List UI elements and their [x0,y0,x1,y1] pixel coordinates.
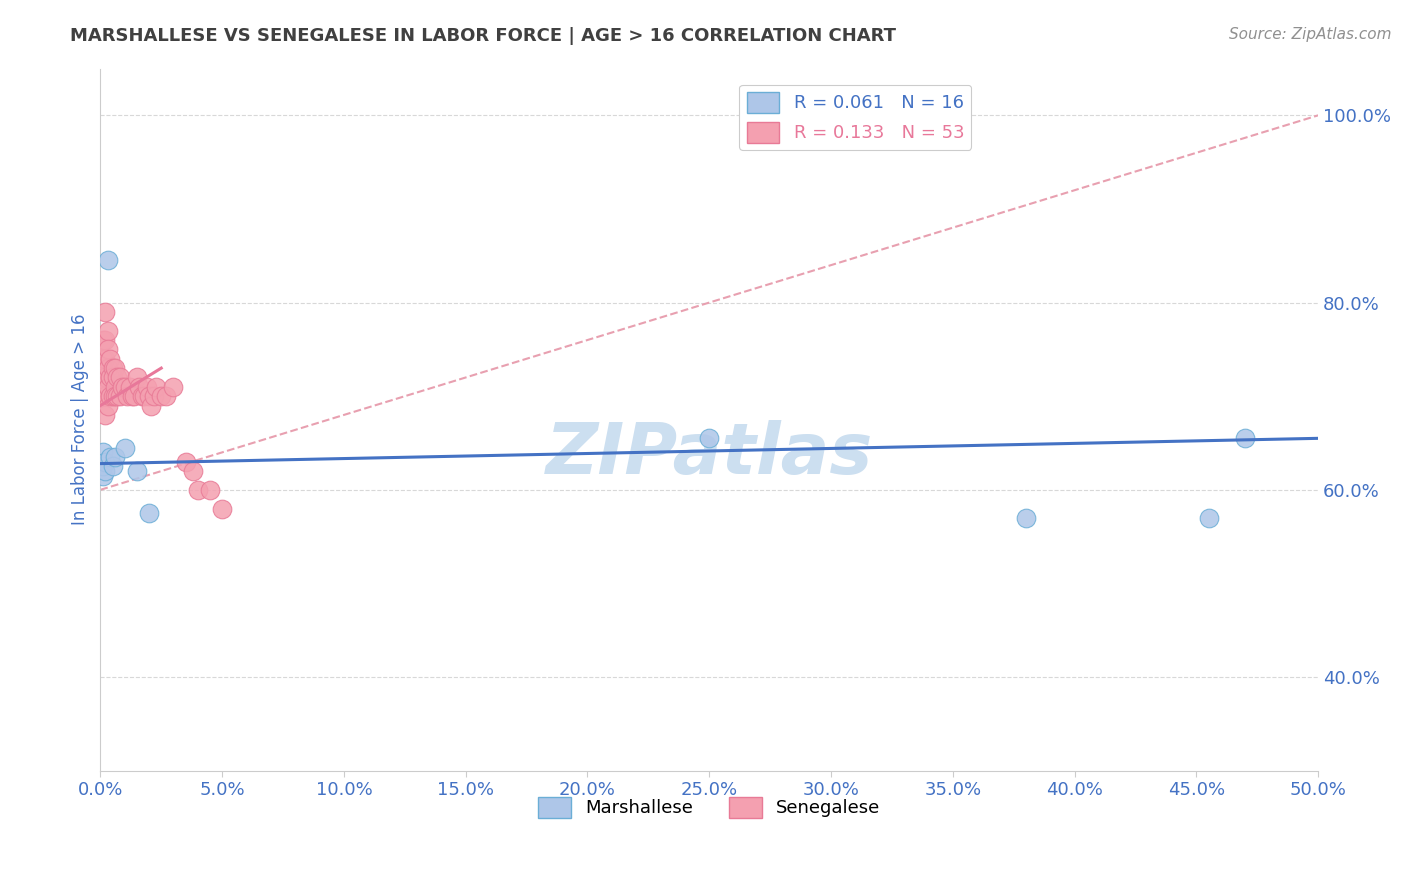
Point [101,361,124,376]
Point [91,459,114,474]
Point [104,450,127,464]
Point [138,506,160,520]
Point [141,399,163,413]
Point [111,380,134,394]
Point [94,305,117,319]
Point [115,389,138,403]
Point [94,351,117,366]
Point [94,389,117,403]
Point [91,389,114,403]
Point [1198,511,1220,525]
Point [101,370,124,384]
Point [121,389,143,403]
Legend: Marshallese, Senegalese: Marshallese, Senegalese [531,789,887,825]
Point [114,380,136,394]
Point [97,253,120,268]
Point [98,389,121,403]
Point [125,464,148,478]
Point [118,380,141,394]
Point [94,455,117,469]
Y-axis label: In Labor Force | Age > 16: In Labor Force | Age > 16 [72,314,89,525]
Point [138,389,160,403]
Point [105,389,128,403]
Point [101,389,124,403]
Point [108,389,131,403]
Text: ZIPatlas: ZIPatlas [546,420,873,489]
Point [155,389,177,403]
Point [94,408,117,422]
Point [91,361,114,376]
Point [97,361,120,376]
Point [145,380,167,394]
Point [91,370,114,384]
Point [97,343,120,357]
Point [94,370,117,384]
Point [101,459,124,474]
Point [98,450,121,464]
Point [114,441,136,455]
Point [697,431,720,445]
Point [91,445,114,459]
Point [162,380,184,394]
Point [142,389,165,403]
Point [134,389,156,403]
Point [91,351,114,366]
Point [98,370,121,384]
Point [97,380,120,394]
Point [104,361,127,376]
Point [97,399,120,413]
Point [94,464,117,478]
Point [108,370,131,384]
Point [187,483,209,497]
Text: MARSHALLESE VS SENEGALESE IN LABOR FORCE | AGE > 16 CORRELATION CHART: MARSHALLESE VS SENEGALESE IN LABOR FORCE… [70,27,896,45]
Point [174,455,197,469]
Point [128,380,150,394]
Point [181,464,204,478]
Point [124,389,146,403]
Point [105,370,128,384]
Point [125,370,148,384]
Point [91,468,114,483]
Point [98,351,121,366]
Point [91,333,114,347]
Text: Source: ZipAtlas.com: Source: ZipAtlas.com [1229,27,1392,42]
Point [135,380,157,394]
Point [131,389,153,403]
Point [150,389,173,403]
Point [211,501,233,516]
Point [1234,431,1257,445]
Point [97,324,120,338]
Point [198,483,221,497]
Point [91,380,114,394]
Point [104,380,127,394]
Point [94,333,117,347]
Point [104,389,127,403]
Point [1015,511,1038,525]
